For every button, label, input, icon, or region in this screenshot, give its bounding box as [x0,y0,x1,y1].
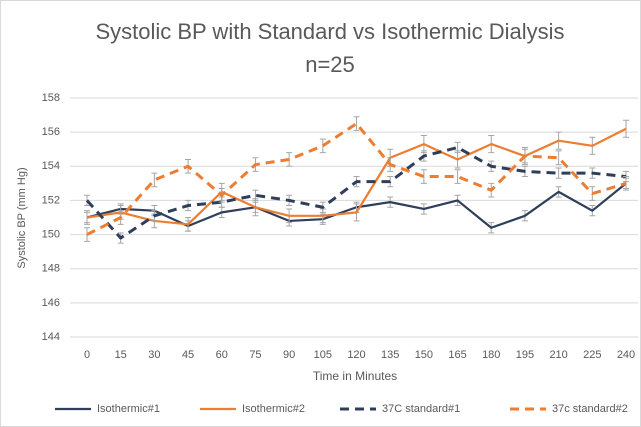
y-tick-label: 146 [42,297,60,309]
x-tick-label: 180 [482,349,500,361]
y-tick-label: 144 [42,331,60,343]
y-tick-label: 152 [42,194,60,206]
x-tick-label: 120 [347,349,365,361]
error-bar [84,227,90,242]
legend-label: Isothermic#2 [242,403,305,415]
error-bar [353,116,360,131]
error-bar [555,150,562,166]
series-line [86,127,627,226]
x-axis-label: Time in Minutes [313,369,397,383]
error-bar [555,167,562,179]
error-bar [151,172,158,188]
x-tick-label: 135 [381,349,399,361]
x-tick-label: 150 [415,349,433,361]
x-tick-label: 90 [283,349,295,361]
error-bar [84,194,90,207]
series-line [86,122,627,236]
error-bar [454,169,461,184]
error-bar [623,119,629,138]
legend-label: Isothermic#1 [97,403,160,415]
y-tick-label: 154 [42,160,60,172]
legend-label: 37c standard#2 [552,403,628,415]
error-bar [420,169,427,184]
chart-title: Systolic BP with Standard vs Isothermic … [95,19,564,44]
legend-label: 37C standard#1 [382,403,460,415]
chart-subtitle: n=25 [305,52,355,77]
y-tick-label: 156 [42,126,60,138]
x-tick-label: 195 [516,349,534,361]
x-tick-label: 165 [448,349,466,361]
x-tick-label: 75 [249,349,261,361]
error-bar [252,189,259,201]
y-tick-label: 148 [42,263,60,275]
x-tick-label: 105 [314,349,332,361]
x-tick-label: 0 [84,349,90,361]
series-line [85,146,627,240]
y-tick-label: 150 [42,228,60,240]
y-axis-label: Systolic BP (mm Hg) [16,167,28,268]
x-tick-label: 240 [617,349,635,361]
x-tick-label: 45 [182,349,194,361]
x-tick-label: 60 [216,349,228,361]
y-tick-label: 158 [42,92,60,104]
x-tick-label: 225 [583,349,601,361]
error-bar [454,141,461,154]
x-tick-label: 210 [549,349,567,361]
x-tick-label: 15 [115,349,127,361]
x-tick-label: 30 [148,349,160,361]
